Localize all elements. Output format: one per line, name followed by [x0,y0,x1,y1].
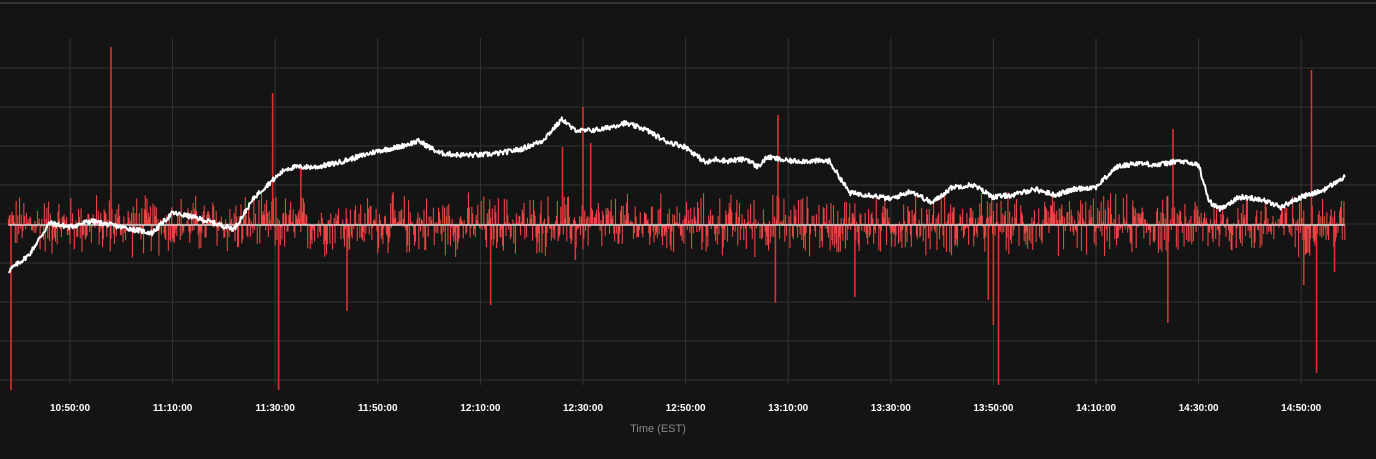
x-tick-label: 13:50:00 [973,403,1013,414]
x-tick-labels: 10:50:00 11:10:00 11:30:00 11:50:00 12:10:00… [50,403,1322,414]
x-tick-label: 13:30:00 [871,403,911,414]
grid [0,38,1376,385]
x-tick-label: 11:50:00 [358,403,398,414]
x-tick-label: 11:10:00 [153,403,193,414]
x-tick-label: 14:10:00 [1076,403,1116,414]
x-axis-title: Time (EST) [630,423,686,435]
cumulative-line-series [8,116,1346,274]
x-tick-label: 10:50:00 [50,403,90,414]
x-tick-label: 12:30:00 [563,403,603,414]
x-tick-label: 12:50:00 [666,403,706,414]
spike-series [7,47,1346,390]
cumulative-line [8,116,1346,274]
x-tick-label: 14:50:00 [1281,403,1321,414]
x-tick-label: 13:10:00 [768,403,808,414]
x-tick-label: 11:30:00 [255,403,295,414]
x-tick-label: 12:10:00 [460,403,500,414]
x-tick-label: 14:30:00 [1179,403,1219,414]
